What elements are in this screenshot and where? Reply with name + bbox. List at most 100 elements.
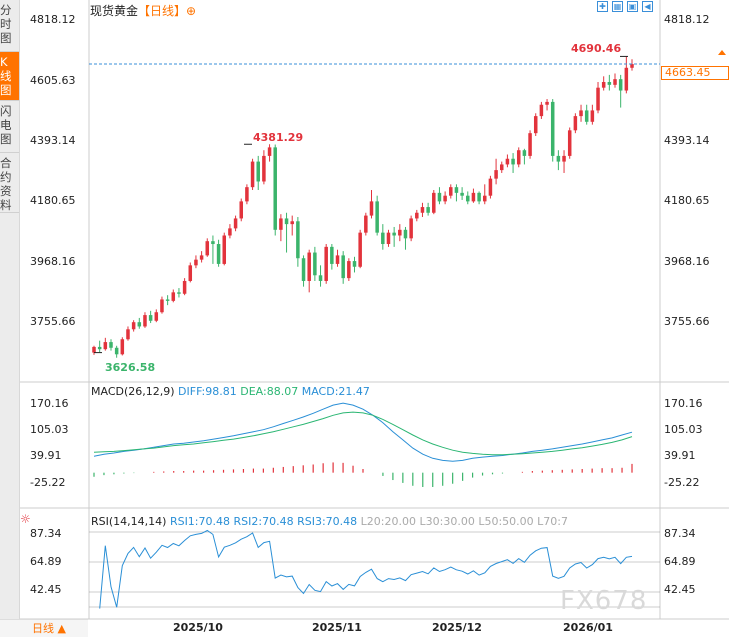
candle [284,218,289,225]
candle [545,101,549,105]
rsi-y-tick-right: 42.45 [664,583,696,596]
candle [403,229,408,239]
candle [120,339,125,355]
macd-y-tick-right: 170.16 [664,397,703,410]
grid-icon[interactable]: ▦ [612,1,623,12]
rsi-y-tick-right: 64.89 [664,555,696,568]
candle [154,312,159,321]
rsi-y-tick: 87.34 [30,527,62,540]
candle [109,342,113,348]
y-tick-left: 4180.65 [30,194,76,207]
tab-contract-info[interactable]: 合约资料 [0,153,19,213]
candle [516,150,521,165]
macd-y-tick: 39.91 [30,449,62,462]
candle [477,192,481,202]
tab-timeshare[interactable]: 分时图 [0,0,19,52]
candle [177,292,181,294]
candle [420,207,425,213]
rsi-y-tick: 42.45 [30,583,62,596]
y-tick-left: 3755.66 [30,315,76,328]
candle [432,192,436,213]
image-icon[interactable]: ▣ [627,1,638,12]
candle [426,207,430,213]
candle [460,192,464,196]
y-tick-left: 4605.63 [30,74,76,87]
timeframe-label[interactable]: 【日线】 [138,4,187,18]
fullscreen-icon[interactable]: ✚ [597,1,608,12]
candle [386,232,391,245]
candle [550,101,555,156]
low-price-label: 3626.58 [105,361,156,374]
x-tick: 2025/10 [173,621,223,634]
y-tick-right: 3755.66 [664,315,710,328]
candle [290,221,294,225]
candle [556,155,561,162]
candle [358,232,362,267]
l50-value: L50:50.00 [478,515,534,528]
candle [630,64,634,68]
candle [199,255,204,260]
candle [483,195,487,202]
candle [499,164,504,171]
candle [114,347,119,355]
candle [567,130,572,156]
macd-hist-value: MACD:21.47 [301,385,370,398]
x-tick: 2025/12 [432,621,482,634]
candle [392,232,396,236]
tab-flash[interactable]: 闪电图 [0,101,19,153]
candle [347,261,351,279]
x-tick: 2025/11 [312,621,362,634]
candle [341,255,345,279]
x-tick: 2026/01 [563,621,613,634]
tab-label: K线图 [0,55,12,97]
rsi-settings-icon[interactable]: ☼ [20,512,31,526]
candle [165,299,170,301]
candle [245,187,249,202]
tab-kline[interactable]: K线图 [0,52,19,101]
candle [573,116,578,131]
candle [205,241,210,256]
candle [539,104,544,117]
candle [364,215,368,233]
candle [148,315,153,321]
candle [528,133,532,156]
candle [562,155,566,162]
y-tick-left: 4818.12 [30,13,76,26]
candle [324,246,328,281]
candle [143,315,147,327]
candle [409,218,413,239]
rsi-label: RSI(14,14,14) [91,515,167,528]
rsi3-value: RSI3:70.48 [297,515,358,528]
candle [584,110,589,122]
l70-value: L70:7 [537,515,568,528]
candle [262,155,266,182]
macd-y-tick-right: 105.03 [664,423,703,436]
candle [511,158,515,165]
candle [352,261,357,267]
back-icon[interactable]: ◀ [642,1,653,12]
candle [505,158,510,165]
candle [313,252,317,276]
candle [607,81,612,85]
y-tick-right: 4393.14 [664,134,710,147]
candle [92,346,96,353]
macd-y-tick: 105.03 [30,423,69,436]
candle [596,87,600,111]
y-tick-right: 3968.16 [664,255,710,268]
candle [398,229,402,236]
period-selector[interactable]: 日线 ▲ [0,619,88,637]
candle [375,201,379,233]
last-price-box: 4663.45 [661,66,729,80]
y-tick-left: 4393.14 [30,134,76,147]
y-tick-right: 4818.12 [664,13,710,26]
candle [296,221,300,259]
zoom-in-icon[interactable]: ⊕ [186,4,197,18]
y-tick-left: 3968.16 [30,255,76,268]
candle [443,195,447,202]
rsi1-value: RSI1:70.48 [169,515,231,528]
candle [454,187,459,193]
candle [131,322,136,330]
candle [137,322,142,327]
candle [437,192,442,202]
